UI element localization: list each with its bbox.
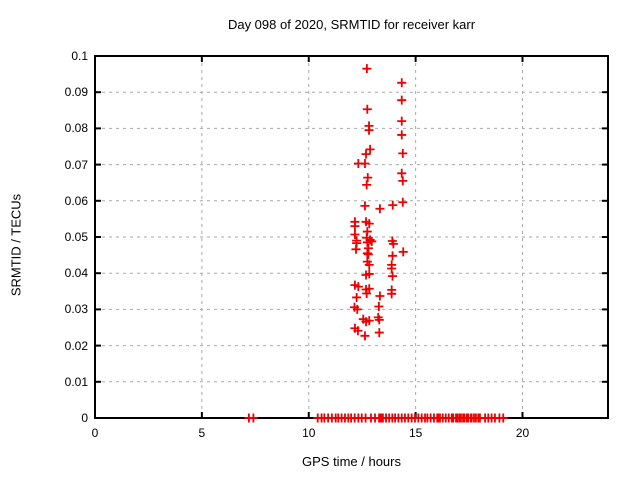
x-tick-label: 10 bbox=[302, 426, 316, 440]
data-point-marker bbox=[363, 249, 373, 259]
data-point-marker bbox=[397, 116, 407, 126]
data-point-marker bbox=[397, 95, 407, 105]
y-tick-label: 0.07 bbox=[64, 157, 88, 172]
y-tick-label: 0.1 bbox=[71, 49, 88, 63]
data-point-marker bbox=[398, 176, 408, 186]
data-point-marker bbox=[364, 125, 374, 135]
data-point-marker bbox=[362, 248, 372, 258]
data-point-marker bbox=[361, 149, 371, 159]
data-point-marker bbox=[351, 244, 361, 254]
data-point-marker bbox=[397, 78, 407, 88]
data-point-marker bbox=[364, 260, 374, 270]
y-tick-label: 0 bbox=[81, 411, 88, 425]
x-axis-label: GPS time / hours bbox=[302, 454, 401, 469]
y-tick-label: 0.01 bbox=[64, 374, 88, 389]
y-tick-label: 0.05 bbox=[64, 230, 88, 244]
data-point-marker bbox=[352, 304, 362, 314]
data-point-marker bbox=[352, 292, 362, 302]
data-point-marker bbox=[248, 413, 258, 423]
data-point-marker bbox=[365, 144, 375, 154]
data-point-marker bbox=[360, 331, 370, 341]
y-tick-label: 0.09 bbox=[64, 85, 88, 100]
data-point-marker bbox=[374, 328, 384, 338]
data-point-marker bbox=[362, 180, 372, 190]
data-point-marker bbox=[361, 317, 371, 327]
data-point-marker bbox=[398, 247, 408, 257]
x-tick-label: 0 bbox=[91, 426, 99, 440]
data-point-marker bbox=[387, 289, 397, 299]
x-tick-label: 20 bbox=[515, 426, 530, 440]
data-point-marker bbox=[397, 168, 407, 178]
data-point-marker bbox=[362, 64, 372, 74]
data-point-marker bbox=[350, 221, 360, 231]
data-point-marker bbox=[388, 271, 398, 281]
data-point-marker bbox=[362, 288, 372, 298]
data-point-marker bbox=[353, 282, 363, 292]
data-point-marker bbox=[387, 263, 397, 273]
y-tick-label: 0.08 bbox=[64, 121, 88, 136]
y-tick-label: 0.02 bbox=[64, 338, 88, 353]
data-point-marker bbox=[364, 219, 374, 229]
data-point-marker bbox=[360, 159, 370, 169]
data-point-marker bbox=[398, 197, 408, 207]
data-point-marker bbox=[388, 239, 398, 249]
data-point-marker bbox=[388, 200, 398, 210]
data-point-marker bbox=[375, 204, 385, 214]
data-point-marker bbox=[375, 291, 385, 301]
data-point-marker bbox=[361, 270, 371, 280]
data-point-marker bbox=[362, 104, 372, 114]
chart-title: Day 098 of 2020, SRMTID for receiver kar… bbox=[227, 17, 476, 32]
data-point-marker bbox=[388, 251, 398, 261]
y-tick-label: 0.04 bbox=[64, 266, 88, 281]
data-point-marker bbox=[398, 148, 408, 158]
data-point-marker bbox=[397, 130, 407, 140]
data-point-marker bbox=[367, 236, 377, 246]
data-point-marker bbox=[362, 237, 372, 247]
data-point-marker bbox=[360, 201, 370, 211]
x-tick-label: 15 bbox=[408, 426, 423, 440]
y-tick-label: 0.06 bbox=[64, 193, 88, 208]
data-point-marker bbox=[374, 315, 384, 325]
data-point-marker bbox=[498, 413, 508, 423]
x-tick-label: 5 bbox=[198, 426, 206, 440]
y-tick-label: 0.03 bbox=[64, 302, 88, 317]
data-point-marker bbox=[350, 229, 360, 239]
data-point-marker bbox=[374, 302, 384, 312]
data-point-marker bbox=[353, 326, 363, 336]
data-point-marker bbox=[363, 173, 373, 183]
